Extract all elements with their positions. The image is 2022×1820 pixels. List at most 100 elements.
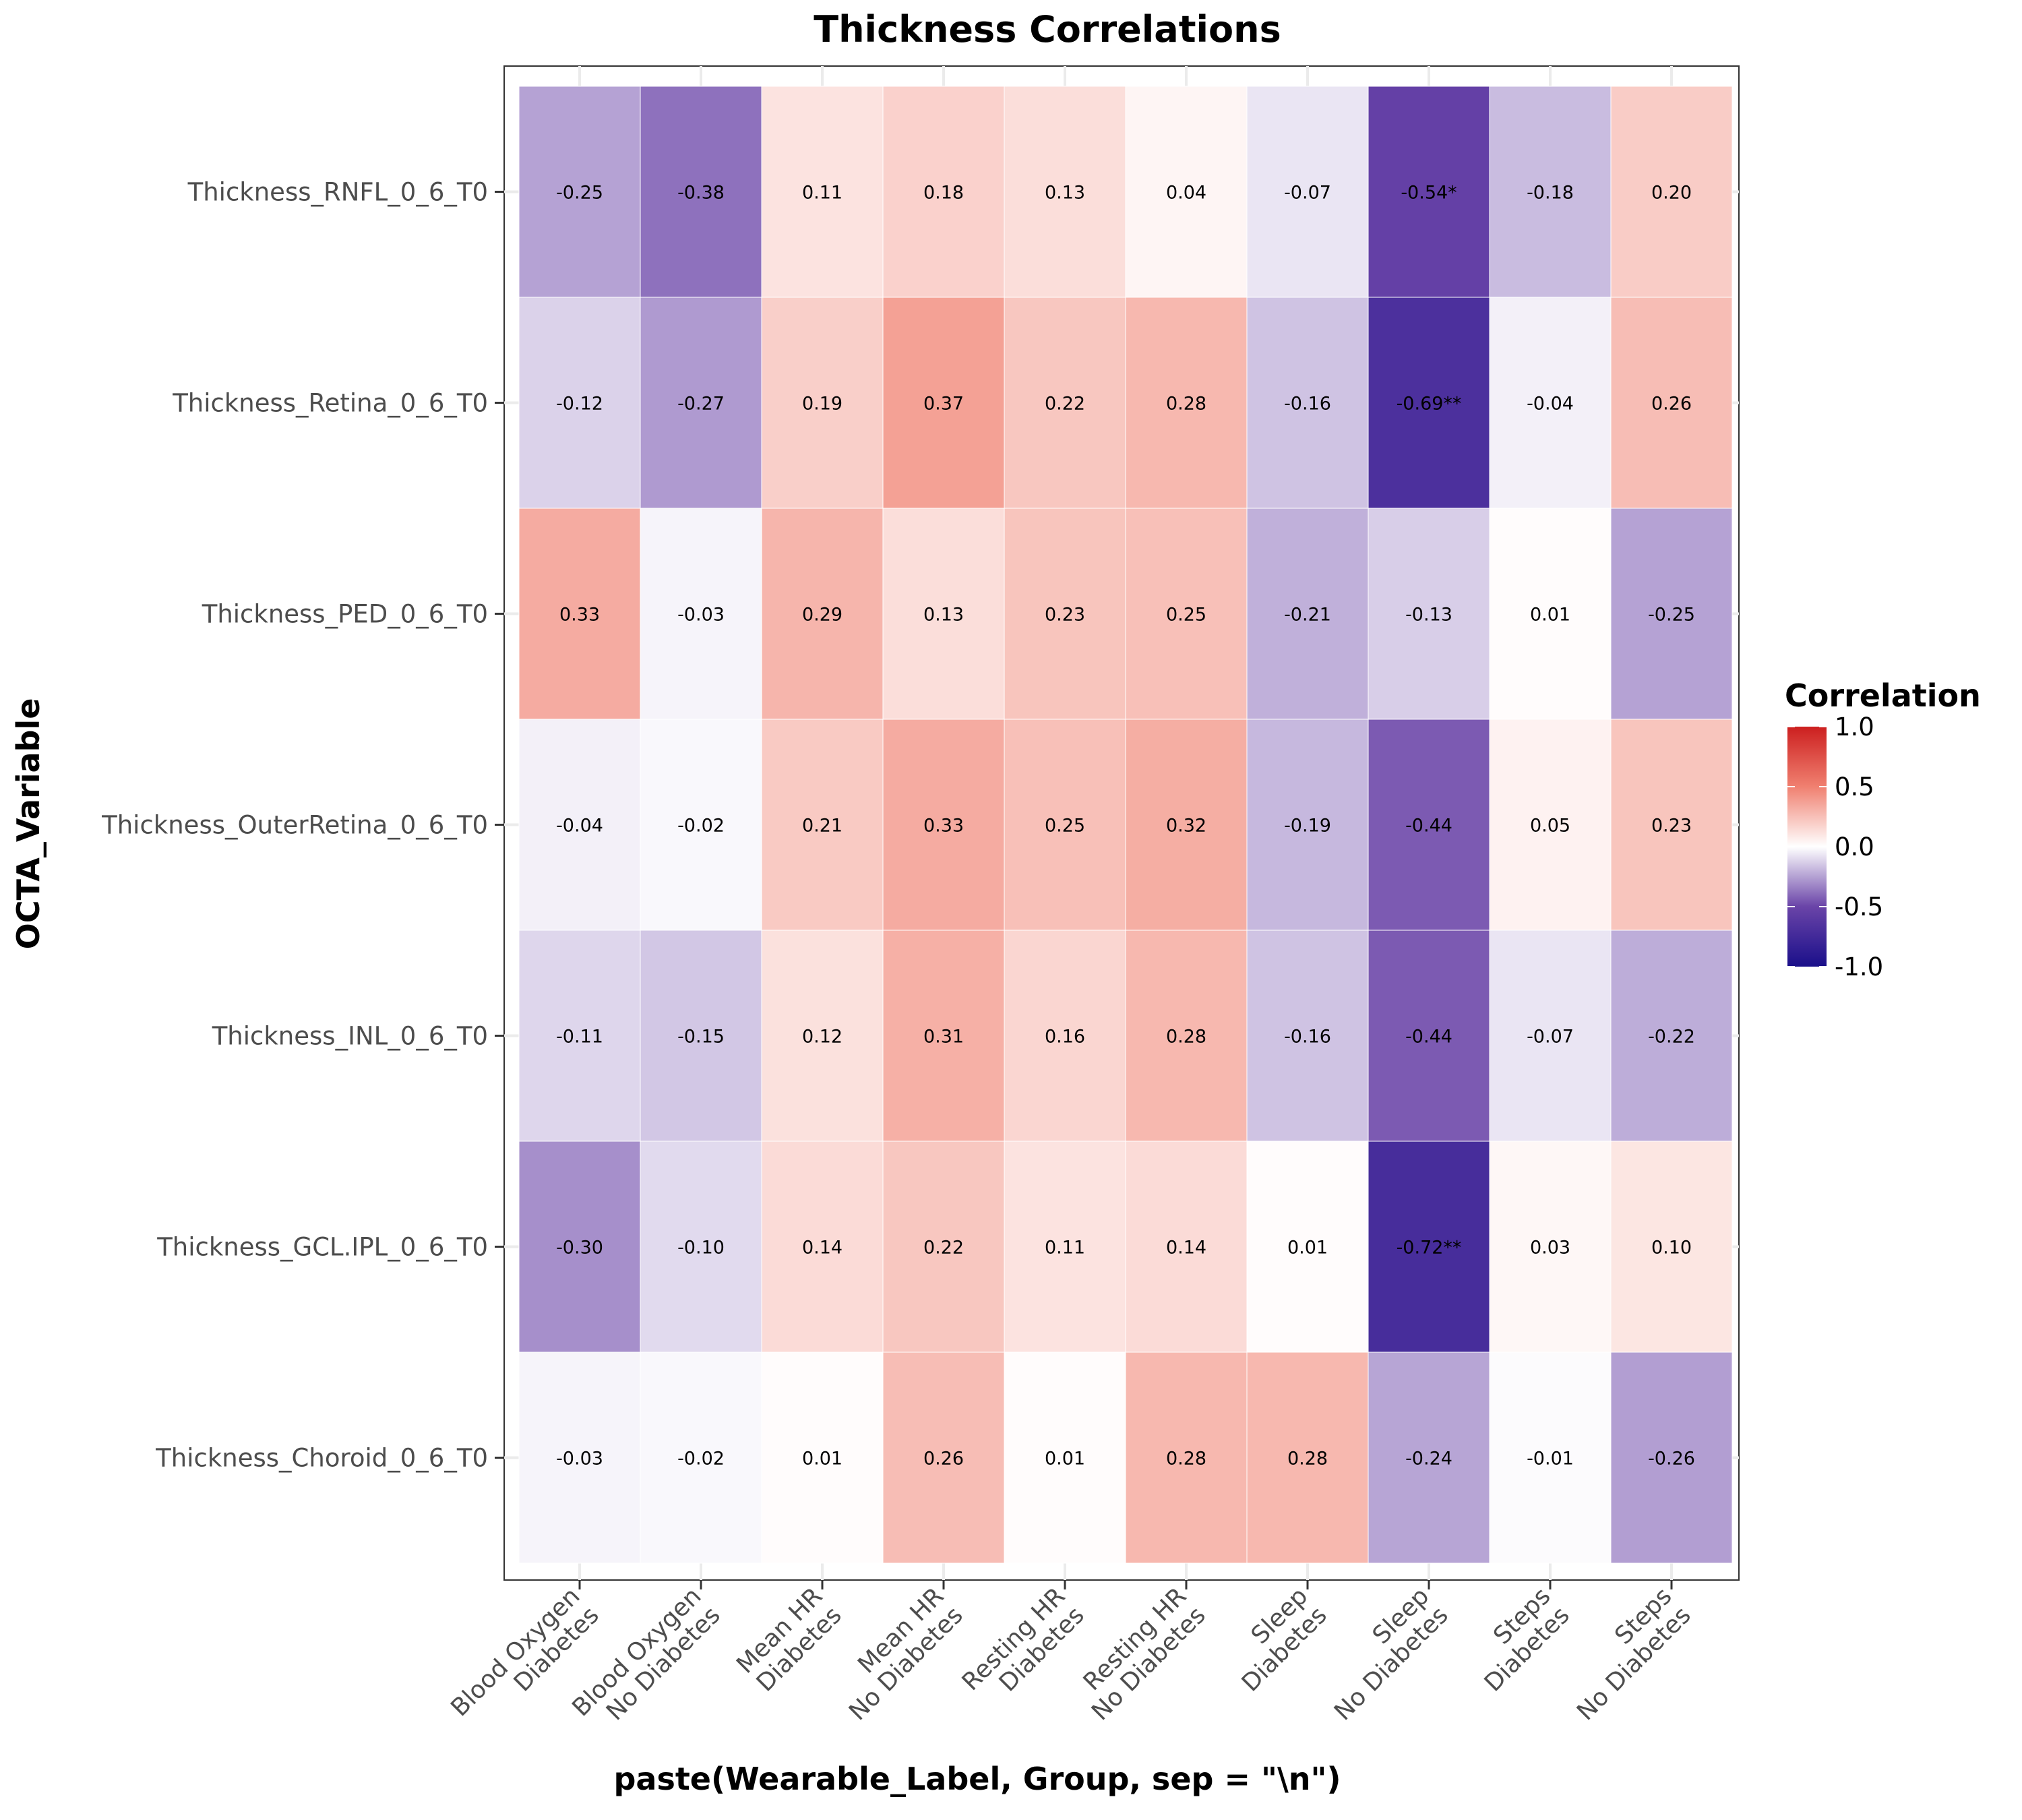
heatmap-cell (1004, 1141, 1126, 1353)
cell-value-label: -0.54* (1401, 183, 1457, 204)
y-axis-ticks: Thickness_RNFL_0_6_T0 Thickness_Retina_0_… (101, 178, 504, 1473)
cell-value-label: 0.13 (923, 605, 964, 626)
chart-title: Thickness Correlations (814, 8, 1281, 51)
heatmap-cell (1610, 719, 1733, 931)
cell-value-label: -0.30 (556, 1238, 603, 1258)
heatmap-cells (518, 86, 1733, 1564)
cell-value-label: 0.32 (1166, 816, 1206, 837)
cell-value-label: 0.26 (923, 1449, 964, 1469)
heatmap-cell (1246, 930, 1369, 1142)
heatmap-cell (1489, 930, 1612, 1142)
heatmap-cell (1368, 719, 1490, 931)
x-tick-label: SleepDiabetes (1217, 1582, 1332, 1697)
cell-value-label: 0.21 (802, 816, 842, 837)
heatmap-cell (1125, 1352, 1248, 1564)
y-axis-title: OCTA_Variable (10, 698, 47, 950)
heatmap-cell (1610, 930, 1733, 1142)
cell-value-label: -0.04 (1527, 394, 1574, 415)
cell-value-label: 0.37 (923, 394, 964, 415)
cell-value-label: 0.14 (802, 1238, 842, 1258)
heatmap-cell (1489, 1352, 1612, 1564)
legend-title: Correlation (1785, 677, 1981, 714)
heatmap-cell (518, 1141, 641, 1353)
heatmap-cell (1125, 297, 1248, 509)
cell-value-label: 0.20 (1651, 183, 1692, 204)
heatmap-cell (882, 508, 1005, 720)
heatmap-cell (1246, 1352, 1369, 1564)
cell-value-label: -0.26 (1648, 1449, 1695, 1469)
heatmap-cell (1368, 508, 1490, 720)
heatmap-cell (1610, 1141, 1733, 1353)
heatmap-cell (640, 508, 762, 720)
heatmap-cell (1610, 297, 1733, 509)
heatmap-cell (1610, 508, 1733, 720)
heatmap-cell (761, 719, 884, 931)
heatmap-cell (761, 86, 884, 298)
cell-value-label: 0.31 (923, 1027, 964, 1048)
heatmap-cell (1489, 297, 1612, 509)
heatmap-cell (640, 1352, 762, 1564)
cell-value-label: 0.01 (802, 1449, 842, 1469)
cell-value-label: 0.29 (802, 605, 842, 626)
cell-value-label: 0.25 (1166, 605, 1206, 626)
cell-value-label: 0.13 (1045, 183, 1085, 204)
cell-value-label: 0.22 (1045, 394, 1085, 415)
cell-value-label: 0.28 (1287, 1449, 1328, 1469)
cell-value-label: 0.04 (1166, 183, 1206, 204)
heatmap-cell (1368, 86, 1490, 298)
y-tick-label: Thickness_Choroid_0_6_T0 (155, 1444, 488, 1473)
x-tick-label: SleepNo Diabetes (1310, 1582, 1454, 1726)
cell-value-label: 0.22 (923, 1238, 964, 1258)
y-tick-label: Thickness_INL_0_6_T0 (212, 1022, 488, 1051)
cell-value-label: 0.01 (1287, 1238, 1328, 1258)
heatmap-cell (1125, 86, 1248, 298)
cell-value-label: -0.69** (1397, 394, 1462, 415)
heatmap-cell (1368, 930, 1490, 1142)
cell-value-label: 0.33 (923, 816, 964, 837)
heatmap-cell (1610, 86, 1733, 298)
cell-value-label: -0.19 (1284, 816, 1331, 837)
cell-value-label: -0.18 (1527, 183, 1574, 204)
cell-value-label: -0.21 (1284, 605, 1331, 626)
heatmap-cell (518, 1352, 641, 1564)
x-tick-label: Blood OxygenNo Diabetes (567, 1582, 725, 1740)
y-tick-label: Thickness_GCL.IPL_0_6_T0 (156, 1233, 488, 1262)
heatmap-cell (1125, 1141, 1248, 1353)
y-tick-label: Thickness_OuterRetina_0_6_T0 (101, 811, 488, 840)
heatmap-cell (882, 930, 1005, 1142)
heatmap-cell (1610, 1352, 1733, 1564)
heatmap-cell-labels: -0.25 -0.38 0.11 0.18 0.13 0.04 -0.07 -0.54* -0.… (556, 183, 1695, 1469)
cell-value-label: -0.07 (1284, 183, 1331, 204)
cell-value-label: 0.03 (1530, 1238, 1570, 1258)
legend-tick-label: -1.0 (1835, 952, 1883, 981)
heatmap-cell (1246, 86, 1369, 298)
cell-value-label: -0.72** (1397, 1238, 1462, 1258)
heatmap-cell (518, 86, 641, 298)
cell-value-label: 0.11 (802, 183, 842, 204)
heatmap-cell (761, 930, 884, 1142)
cell-value-label: 0.23 (1045, 605, 1085, 626)
cell-value-label: -0.24 (1405, 1449, 1452, 1469)
plot-panel: -0.25 -0.38 0.11 0.18 0.13 0.04 -0.07 -0.54* -0.… (503, 65, 1740, 1581)
cell-value-label: -0.16 (1284, 394, 1331, 415)
heatmap-cell (1246, 508, 1369, 720)
y-tick-label: Thickness_Retina_0_6_T0 (172, 389, 488, 418)
heatmap-cell (640, 297, 762, 509)
heatmap-cell (1125, 719, 1248, 931)
cell-value-label: 0.23 (1651, 816, 1692, 837)
heatmap-cell (761, 1352, 884, 1564)
cell-value-label: -0.22 (1648, 1027, 1695, 1048)
heatmap-cell (1489, 1141, 1612, 1353)
heatmap-cell (1004, 1352, 1126, 1564)
heatmap-cell (882, 297, 1005, 509)
heatmap-cell (1004, 508, 1126, 720)
heatmap-cell (761, 508, 884, 720)
cell-value-label: -0.01 (1527, 1449, 1574, 1469)
cell-value-label: 0.01 (1530, 605, 1570, 626)
heatmap-cell (518, 930, 641, 1142)
cell-value-label: -0.03 (677, 605, 725, 626)
cell-value-label: 0.10 (1651, 1238, 1692, 1258)
heatmap-cell (1368, 1141, 1490, 1353)
cell-value-label: 0.28 (1166, 1027, 1206, 1048)
